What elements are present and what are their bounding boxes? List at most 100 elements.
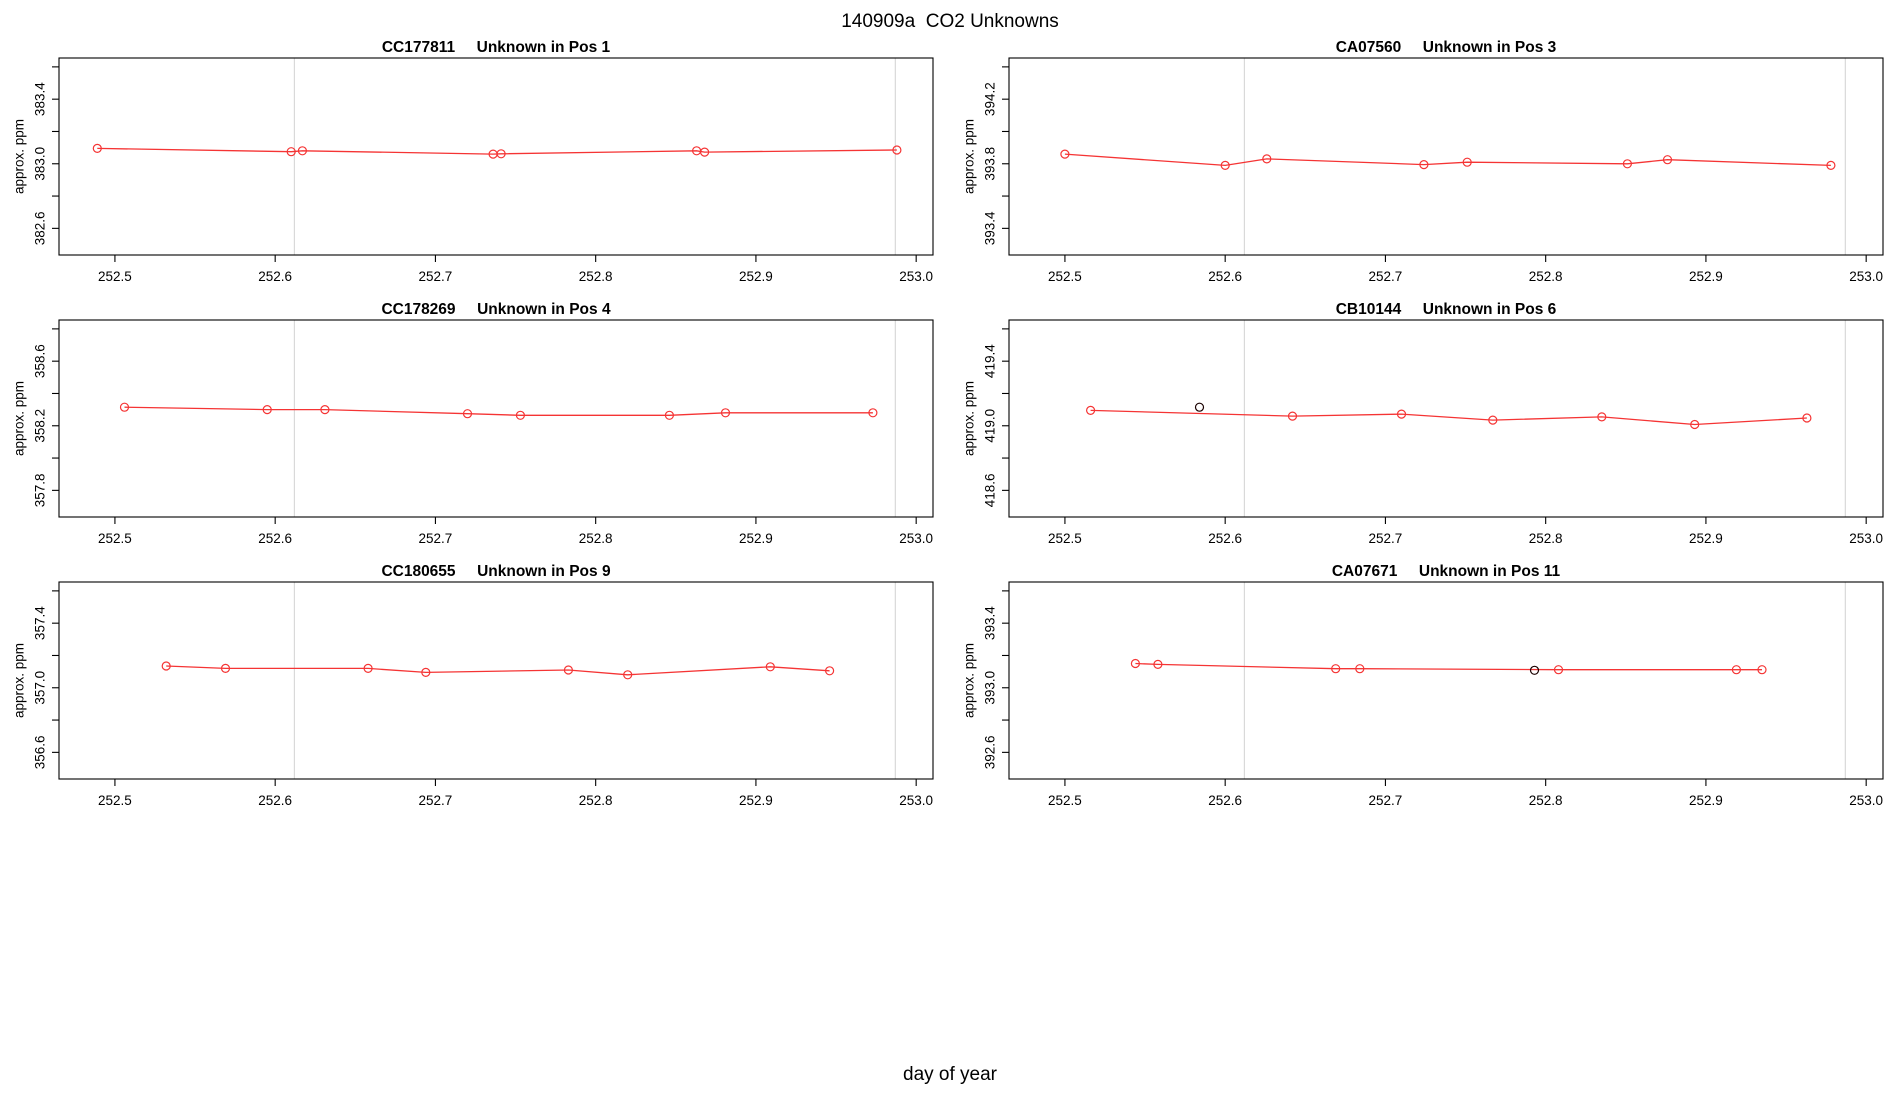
- data-point: [720, 408, 731, 418]
- panel-CC178269: 252.5 252.6 252.7 252.8 252.9 253.0 357.8 358.2…: [12, 301, 934, 546]
- series-line: [1090, 409, 1807, 426]
- x-tick-label: 252.7: [419, 793, 453, 808]
- x-tick-label: 252.9: [1689, 531, 1723, 546]
- data-point: [1488, 415, 1498, 425]
- x-tick-label: 252.8: [579, 793, 613, 808]
- y-tick-label: 357.4: [33, 606, 48, 640]
- y-tick-label: 419.0: [983, 409, 998, 443]
- x-tick-label: 252.7: [1369, 269, 1403, 284]
- data-point: [1553, 665, 1564, 675]
- data-point: [92, 143, 102, 153]
- data-point: [320, 405, 330, 415]
- data-point-flagged: [1529, 665, 1540, 675]
- data-point: [1355, 664, 1365, 674]
- y-tick-label: 382.6: [33, 211, 48, 245]
- data-point: [1331, 664, 1341, 674]
- data-point: [220, 663, 231, 674]
- panel-title: CA07560 Unknown in Pos 3: [1336, 39, 1557, 56]
- series-line: [1064, 153, 1831, 167]
- data-point: [1396, 409, 1407, 419]
- series-line: [166, 665, 830, 676]
- data-point: [1130, 658, 1141, 669]
- panel-CA07560: 252.5 252.6 252.7 252.8 252.9 253.0 393.4 393.8…: [962, 39, 1884, 284]
- plot-box: [1008, 581, 1884, 780]
- x-tick-label: 252.9: [1689, 793, 1723, 808]
- plot-box: [58, 581, 934, 780]
- y-tick-label: 419.4: [983, 344, 998, 378]
- data-point-flagged: [1194, 402, 1205, 412]
- data-point: [421, 667, 431, 678]
- y-tick-label: 393.4: [983, 606, 998, 640]
- data-point: [462, 409, 473, 419]
- data-point: [1622, 159, 1633, 169]
- data-point: [868, 408, 878, 418]
- x-tick-label: 253.0: [1849, 793, 1883, 808]
- x-tick-label: 252.5: [98, 531, 132, 546]
- x-tick-label: 252.6: [1208, 793, 1242, 808]
- x-tick-label: 252.8: [1529, 531, 1563, 546]
- y-tick-label: 356.6: [33, 735, 48, 769]
- x-tick-label: 252.5: [1048, 269, 1082, 284]
- data-point: [1287, 411, 1298, 421]
- x-tick-label: 252.5: [98, 269, 132, 284]
- x-axis-title: day of year: [903, 1064, 997, 1085]
- panel-title: CB10144 Unknown in Pos 6: [1336, 301, 1557, 318]
- y-tick-label: 393.8: [983, 147, 998, 181]
- data-point: [1662, 155, 1673, 165]
- data-point: [1153, 659, 1163, 670]
- plot-box: [58, 57, 934, 256]
- x-tick-label: 252.6: [258, 531, 292, 546]
- plot-box: [58, 319, 934, 518]
- x-tick-label: 252.9: [1689, 269, 1723, 284]
- data-point: [515, 410, 526, 420]
- x-tick-label: 252.6: [258, 269, 292, 284]
- panel-CA07671: 252.5 252.6 252.7 252.8 252.9 253.0 392.6 393.0…: [962, 563, 1884, 808]
- y-axis-label: approx. ppm: [962, 381, 977, 456]
- x-tick-label: 252.5: [1048, 793, 1082, 808]
- y-axis-label: approx. ppm: [12, 643, 27, 718]
- panel-title: CC177811 Unknown in Pos 1: [382, 39, 611, 56]
- figure-title: 140909a CO2 Unknowns: [841, 11, 1059, 32]
- x-tick-label: 252.7: [419, 531, 453, 546]
- panel-title: CA07671 Unknown in Pos 11: [1332, 563, 1561, 580]
- x-tick-label: 252.9: [739, 531, 773, 546]
- y-tick-label: 358.2: [33, 409, 48, 443]
- y-tick-label: 392.6: [983, 735, 998, 769]
- data-point: [1690, 419, 1700, 430]
- x-tick-label: 253.0: [899, 531, 933, 546]
- data-point: [1826, 160, 1836, 170]
- data-point: [286, 147, 296, 157]
- y-axis-label: approx. ppm: [962, 119, 977, 194]
- data-point: [297, 146, 307, 156]
- data-point: [1220, 160, 1230, 170]
- plot-box: [1008, 319, 1884, 518]
- y-tick-label: 357.8: [33, 473, 48, 507]
- data-point: [1262, 154, 1272, 164]
- y-tick-label: 383.4: [33, 82, 48, 116]
- data-point: [892, 145, 902, 155]
- data-point: [664, 410, 675, 420]
- x-tick-label: 252.6: [1208, 531, 1242, 546]
- panel-CC177811: 252.5 252.6 252.7 252.8 252.9 253.0 382.6 383.0…: [12, 39, 934, 284]
- x-tick-label: 252.5: [98, 793, 132, 808]
- panel-title: CC180655 Unknown in Pos 9: [381, 563, 611, 580]
- data-point: [699, 147, 710, 157]
- series-line: [1135, 662, 1762, 671]
- data-point: [1419, 160, 1429, 170]
- data-point: [1462, 157, 1472, 167]
- data-point: [161, 661, 171, 671]
- y-tick-label: 383.0: [33, 147, 48, 181]
- data-point: [1085, 405, 1096, 415]
- y-tick-label: 393.4: [983, 211, 998, 245]
- y-axis-label: approx. ppm: [12, 119, 27, 194]
- x-tick-label: 252.6: [258, 793, 292, 808]
- data-point: [1802, 413, 1812, 423]
- x-tick-label: 252.7: [1369, 531, 1403, 546]
- data-point: [1060, 149, 1070, 159]
- x-tick-label: 252.7: [1369, 793, 1403, 808]
- data-point: [824, 666, 835, 676]
- x-tick-label: 252.6: [1208, 269, 1242, 284]
- data-point: [262, 405, 272, 415]
